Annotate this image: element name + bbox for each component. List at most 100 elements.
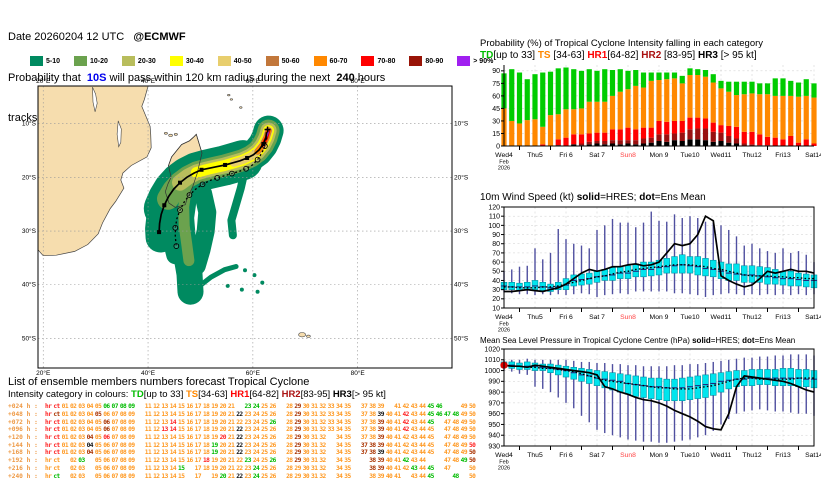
member-number: 47	[444, 411, 451, 419]
legend-item: 20-30	[121, 56, 156, 66]
member-number: 03	[78, 449, 85, 457]
member-number: 09	[128, 426, 135, 434]
svg-text:970: 970	[488, 400, 500, 407]
svg-text:Fri13: Fri13	[775, 314, 791, 321]
member-number: 08	[119, 464, 127, 472]
svg-text:2026: 2026	[498, 466, 510, 472]
member-number: 35	[344, 449, 351, 457]
member-number: 45	[427, 441, 434, 449]
member-number: 24	[252, 457, 260, 465]
member-number: 07	[111, 441, 119, 449]
member-number: 09	[128, 449, 135, 457]
member-number: 25	[261, 411, 268, 419]
svg-text:50°S: 50°S	[22, 334, 37, 342]
member-number: 21	[227, 418, 235, 426]
member-number: 43	[410, 418, 418, 426]
member-number: 50	[468, 426, 476, 434]
member-number: 50	[468, 411, 476, 419]
member-number: 03	[78, 457, 85, 465]
member-number-grid: hr ct 01 02 03 04 05 06 07 08 09 11 12 13 14 15 16 17 18 19…	[45, 434, 477, 441]
member-number	[136, 457, 144, 464]
member-number: 03	[78, 403, 85, 411]
member-number: 19	[211, 472, 218, 480]
member-number: 29	[294, 411, 301, 419]
member-number: ct	[53, 457, 60, 465]
member-list-legend: Intensity category in colours: TD[up to …	[8, 389, 478, 400]
member-number: 44	[419, 426, 426, 434]
svg-text:100: 100	[488, 223, 500, 230]
svg-text:Sun8: Sun8	[620, 314, 636, 321]
member-number: 31	[311, 472, 318, 480]
member-number: 32	[319, 403, 326, 411]
text-segment: will pass within 120 km radius during th…	[106, 71, 337, 84]
member-number	[136, 419, 144, 426]
member-number: 18	[202, 441, 210, 449]
member-number: 45	[427, 426, 434, 434]
member-number: 14	[169, 426, 177, 434]
member-number: 11	[144, 457, 152, 465]
member-number	[186, 465, 194, 472]
member-number: 05	[94, 411, 102, 419]
member-number: 40	[385, 464, 393, 472]
member-number: 32	[319, 457, 326, 465]
member-number: 49	[460, 411, 468, 419]
member-number: 03	[78, 411, 85, 419]
intensity-probability-chart: Probability (%) of Tropical Cyclone Inte…	[480, 38, 821, 174]
legend-swatch	[74, 56, 88, 66]
member-number: 23	[244, 441, 252, 449]
header-date-line: Date 20260204 12 UTC @ECMWF	[8, 31, 432, 45]
member-number	[136, 473, 144, 480]
wind-speed-chart: 10m Wind Speed (kt) solid=HRES; dot=Ens …	[480, 192, 821, 338]
lead-time-label: +192 h :	[8, 457, 38, 465]
member-number: 38	[369, 403, 376, 411]
member-number: 02	[69, 434, 77, 442]
member-number: 14	[169, 472, 177, 480]
member-number	[353, 411, 361, 418]
member-number: 13	[161, 418, 168, 426]
member-number: 18	[202, 464, 210, 472]
member-row: +144 h : hr ct 01 02 03 04 05 06 07 08 09 11 12 13 14 15…	[8, 441, 478, 449]
text-segment: @ECMWF	[133, 31, 186, 43]
svg-text:Sat14: Sat14	[805, 452, 821, 459]
member-number: 34	[335, 434, 343, 442]
member-number: 31	[311, 426, 318, 434]
member-number: 01	[61, 441, 69, 449]
member-number: 22	[236, 457, 243, 465]
member-number: 20	[219, 426, 227, 434]
legend-item: 10-20	[74, 56, 108, 66]
svg-text:70: 70	[492, 250, 500, 257]
member-number: 50	[468, 403, 476, 411]
legend-swatch	[361, 56, 375, 66]
lead-time-label: +072 h :	[8, 418, 38, 426]
text-segment: hours	[354, 71, 386, 84]
member-number	[278, 457, 286, 464]
legend-item: 80-90	[409, 56, 443, 66]
member-number	[87, 473, 95, 480]
member-number: 31	[311, 434, 318, 442]
member-number: 15	[178, 426, 185, 434]
member-number: 13	[161, 457, 168, 465]
member-number: 50	[468, 464, 476, 472]
member-number: 29	[294, 426, 301, 434]
intensity-chart-title: Probability (%) of Tropical Cyclone Inte…	[480, 38, 821, 50]
member-number: 38	[369, 457, 376, 465]
member-number: hr	[45, 441, 52, 449]
member-number: 20	[219, 441, 227, 449]
member-number: 19	[211, 457, 218, 465]
member-number: 48	[452, 449, 459, 457]
svg-text:60°E: 60°E	[246, 369, 261, 376]
member-number: 20	[219, 411, 227, 419]
member-number	[136, 403, 144, 410]
svg-text:Wed11: Wed11	[711, 452, 732, 459]
member-number	[452, 465, 460, 472]
member-number: 02	[69, 411, 77, 419]
member-number: 46	[435, 403, 443, 411]
member-number: 32	[319, 418, 326, 426]
member-number: 22	[236, 434, 243, 442]
text-segment: TD	[131, 389, 144, 400]
legend-swatch	[121, 56, 135, 66]
member-number: ct	[53, 472, 60, 480]
member-number: 44	[419, 434, 426, 442]
member-number: 38	[369, 441, 376, 449]
member-number: 23	[244, 411, 252, 419]
